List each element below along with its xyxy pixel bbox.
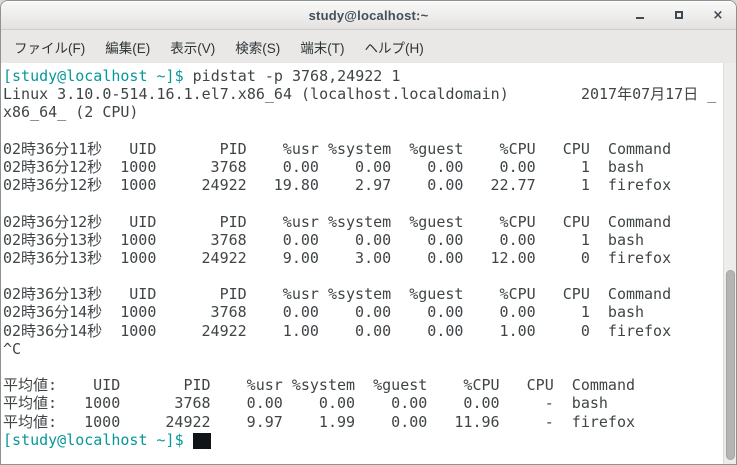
menu-item-search[interactable]: 検索(S)	[235, 40, 281, 56]
terminal-line: [study@localhost ~]$ pidstat -p 3768,249…	[3, 67, 722, 85]
terminal-line: 02時36分14秒 1000 3768 0.00 0.00 0.00 0.00 …	[3, 303, 722, 321]
terminal-text: 02時36分11秒 UID PID %usr %system %guest %C…	[3, 139, 672, 158]
terminal-line: [study@localhost ~]$	[3, 431, 722, 449]
scrollbar-thumb[interactable]	[725, 270, 735, 460]
close-icon: ×	[712, 7, 724, 23]
close-button[interactable]: ×	[710, 7, 726, 23]
terminal-text: pidstat -p 3768,24922 1	[183, 67, 401, 85]
terminal-text: 02時36分12秒 1000 24922 19.80 2.97 0.00 22.…	[3, 176, 672, 195]
terminal-line	[3, 194, 722, 212]
maximize-icon	[675, 11, 683, 19]
terminal-line: x86_64_ (2 CPU)	[3, 103, 722, 121]
minimize-icon	[636, 17, 644, 19]
menu-item-help[interactable]: ヘルプ(H)	[364, 40, 424, 56]
window-title: study@localhost:~	[308, 7, 429, 23]
terminal-cursor	[192, 432, 211, 449]
terminal-line: 02時36分12秒 UID PID %usr %system %guest %C…	[3, 213, 722, 231]
terminal-line: 02時36分14秒 1000 24922 1.00 0.00 0.00 1.00…	[3, 322, 722, 340]
terminal-line: 02時36分12秒 1000 24922 19.80 2.97 0.00 22.…	[3, 176, 722, 194]
menu-item-view[interactable]: 表示(V)	[170, 40, 216, 56]
terminal-text: 02時36分13秒 1000 24922 9.00 3.00 0.00 12.0…	[3, 248, 672, 267]
terminal-text: 02時36分13秒 1000 3768 0.00 0.00 0.00 0.00 …	[3, 230, 645, 249]
terminal-line: 02時36分13秒 UID PID %usr %system %guest %C…	[3, 285, 722, 303]
terminal-line: Linux 3.10.0-514.16.1.el7.x86_64 (localh…	[3, 85, 722, 103]
menu-item-edit[interactable]: 編集(E)	[105, 40, 151, 56]
terminal-text: 02時36分14秒 1000 3768 0.00 0.00 0.00 0.00 …	[3, 303, 645, 322]
terminal-text: Linux 3.10.0-514.16.1.el7.x86_64 (localh…	[3, 85, 717, 104]
terminal-output: [study@localhost ~]$ pidstat -p 3768,249…	[3, 67, 722, 464]
terminal-line: 02時36分13秒 1000 3768 0.00 0.00 0.00 0.00 …	[3, 231, 722, 249]
terminal-text: 平均値: 1000 3768 0.00 0.00 0.00 0.00 - bas…	[3, 394, 608, 413]
terminal-text: 平均値: UID PID %usr %system %guest %CPU CP…	[3, 376, 635, 395]
maximize-button[interactable]	[671, 7, 687, 23]
terminal-text: 02時36分14秒 1000 24922 1.00 0.00 0.00 1.00…	[3, 321, 672, 340]
terminal[interactable]: [study@localhost ~]$ pidstat -p 3768,249…	[1, 63, 736, 464]
terminal-text: 02時36分13秒 UID PID %usr %system %guest %C…	[3, 285, 672, 304]
scrollbar[interactable]	[723, 63, 736, 464]
menu-bar: ファイル(F) 編集(E) 表示(V) 検索(S) 端末(T) ヘルプ(H)	[1, 30, 736, 63]
terminal-line: 平均値: UID PID %usr %system %guest %CPU CP…	[3, 376, 722, 394]
prompt: [study@localhost ~]$	[3, 67, 184, 85]
terminal-line	[3, 267, 722, 285]
terminal-text: x86_64_ (2 CPU)	[3, 103, 139, 122]
terminal-line: 02時36分13秒 1000 24922 9.00 3.00 0.00 12.0…	[3, 249, 722, 267]
titlebar[interactable]: study@localhost:~ ×	[1, 1, 736, 30]
menu-item-terminal[interactable]: 端末(T)	[300, 40, 345, 56]
terminal-line: 02時36分11秒 UID PID %usr %system %guest %C…	[3, 140, 722, 158]
terminal-line	[3, 122, 722, 140]
terminal-text: 02時36分12秒 UID PID %usr %system %guest %C…	[3, 212, 672, 231]
terminal-text: 02時36分12秒 1000 3768 0.00 0.00 0.00 0.00 …	[3, 157, 645, 176]
window-controls: ×	[632, 1, 726, 29]
prompt: [study@localhost ~]$	[3, 430, 184, 449]
terminal-text: ^C	[3, 339, 22, 358]
terminal-line: ^C	[3, 340, 722, 358]
terminal-line: 平均値: 1000 3768 0.00 0.00 0.00 0.00 - bas…	[3, 394, 722, 412]
terminal-line: 平均値: 1000 24922 9.97 1.99 0.00 11.96 - f…	[3, 413, 722, 431]
terminal-line	[3, 358, 722, 376]
terminal-text	[184, 431, 193, 449]
minimize-button[interactable]	[632, 7, 648, 23]
menu-item-file[interactable]: ファイル(F)	[14, 40, 86, 56]
terminal-line: 02時36分12秒 1000 3768 0.00 0.00 0.00 0.00 …	[3, 158, 722, 176]
terminal-text: 平均値: 1000 24922 9.97 1.99 0.00 11.96 - f…	[3, 412, 635, 431]
